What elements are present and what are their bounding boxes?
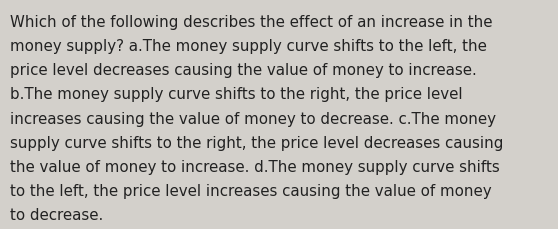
Text: to decrease.: to decrease. [10,207,103,222]
Text: supply curve shifts to the right, the price level decreases causing: supply curve shifts to the right, the pr… [10,135,503,150]
Text: the value of money to increase. d.The money supply curve shifts: the value of money to increase. d.The mo… [10,159,500,174]
Text: increases causing the value of money to decrease. c.The money: increases causing the value of money to … [10,111,496,126]
Text: money supply? a.The money supply curve shifts to the left, the: money supply? a.The money supply curve s… [10,39,487,54]
Text: price level decreases causing the value of money to increase.: price level decreases causing the value … [10,63,477,78]
Text: b.The money supply curve shifts to the right, the price level: b.The money supply curve shifts to the r… [10,87,463,102]
Text: Which of the following describes the effect of an increase in the: Which of the following describes the eff… [10,15,493,30]
Text: to the left, the price level increases causing the value of money: to the left, the price level increases c… [10,183,492,198]
